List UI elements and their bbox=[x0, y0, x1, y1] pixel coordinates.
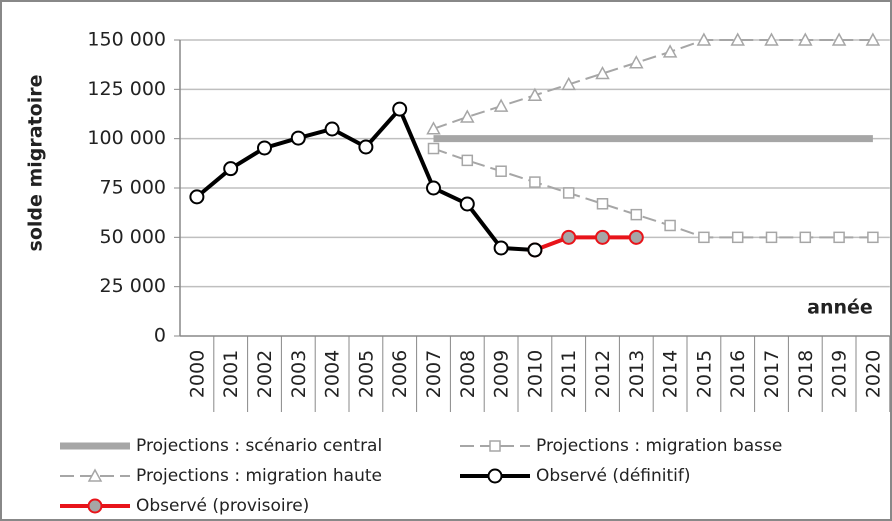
marker bbox=[562, 187, 575, 199]
legend-marker bbox=[87, 498, 103, 514]
marker bbox=[561, 229, 577, 245]
marker bbox=[799, 231, 812, 244]
x-tick-label: 2002 bbox=[254, 350, 276, 398]
y-tick-label: 150 000 bbox=[87, 29, 166, 51]
marker bbox=[629, 55, 644, 69]
y-tick-label: 0 bbox=[154, 325, 166, 347]
x-tick-label: 2013 bbox=[626, 350, 648, 398]
series-line bbox=[433, 39, 873, 130]
marker bbox=[459, 196, 475, 212]
legend-marker bbox=[489, 440, 501, 452]
x-tick-label: 2020 bbox=[862, 350, 884, 398]
x-tick-label: 2018 bbox=[795, 350, 817, 398]
y-tick-label: 100 000 bbox=[87, 127, 166, 149]
marker bbox=[223, 161, 239, 177]
marker bbox=[529, 176, 541, 188]
x-tick-label: 2014 bbox=[660, 350, 682, 398]
marker bbox=[664, 219, 676, 232]
y-tick-label: 25 000 bbox=[100, 275, 166, 297]
marker bbox=[290, 130, 306, 146]
x-tick-label: 2003 bbox=[288, 350, 310, 398]
x-tick-label: 2006 bbox=[389, 350, 411, 398]
marker bbox=[189, 189, 205, 205]
x-tick-label: 2004 bbox=[322, 350, 344, 398]
marker bbox=[358, 139, 374, 155]
y-tick-label: 75 000 bbox=[100, 177, 166, 199]
x-tick-label: 2000 bbox=[186, 350, 208, 398]
x-tick-label: 2011 bbox=[558, 350, 580, 398]
series-line bbox=[534, 235, 637, 252]
marker bbox=[765, 231, 778, 244]
x-tick-label: 2008 bbox=[457, 350, 479, 398]
x-tick-label: 2019 bbox=[829, 350, 851, 398]
marker bbox=[324, 121, 340, 137]
marker bbox=[461, 154, 474, 167]
marker bbox=[798, 32, 813, 46]
marker bbox=[831, 32, 847, 46]
y-axis-label: solde migratoire bbox=[25, 75, 47, 252]
marker bbox=[764, 32, 779, 46]
series bbox=[189, 101, 543, 258]
marker bbox=[662, 44, 678, 58]
marker bbox=[392, 101, 408, 117]
x-tick-label: 2012 bbox=[592, 350, 614, 398]
marker bbox=[865, 32, 881, 46]
legend-label: Observé (définitif) bbox=[536, 466, 691, 486]
marker bbox=[595, 229, 610, 245]
marker bbox=[257, 140, 272, 156]
y-tick-label: 125 000 bbox=[87, 78, 166, 100]
marker bbox=[595, 65, 610, 80]
marker bbox=[596, 198, 609, 210]
marker bbox=[731, 231, 744, 244]
marker bbox=[696, 32, 712, 46]
x-tick-label: 2001 bbox=[220, 350, 242, 398]
marker bbox=[867, 231, 879, 244]
marker bbox=[561, 76, 576, 91]
marker bbox=[426, 180, 441, 196]
marker bbox=[527, 242, 543, 258]
marker bbox=[527, 87, 543, 102]
y-tick-label: 50 000 bbox=[100, 226, 166, 248]
marker bbox=[460, 109, 475, 123]
series bbox=[426, 32, 881, 135]
legend-marker bbox=[87, 468, 103, 482]
marker bbox=[493, 240, 509, 256]
x-tick-label: 2016 bbox=[727, 350, 749, 398]
x-tick-label: 2005 bbox=[355, 350, 377, 398]
marker bbox=[833, 231, 845, 244]
annotation: année bbox=[807, 297, 873, 319]
x-tick-label: 2015 bbox=[693, 350, 715, 398]
marker bbox=[630, 208, 643, 221]
x-tick-label: 2007 bbox=[423, 350, 445, 398]
marker bbox=[426, 121, 441, 135]
legend-label: Observé (provisoire) bbox=[136, 496, 309, 516]
legend-marker bbox=[487, 468, 503, 484]
marker bbox=[698, 231, 710, 244]
x-tick-label: 2017 bbox=[761, 350, 783, 398]
x-tick-label: 2009 bbox=[491, 350, 513, 398]
legend-label: Projections : migration haute bbox=[136, 466, 382, 486]
marker bbox=[495, 165, 507, 177]
series bbox=[427, 142, 879, 244]
marker bbox=[493, 98, 509, 112]
x-tick-label: 2010 bbox=[524, 350, 546, 398]
legend-label: Projections : migration basse bbox=[536, 436, 782, 456]
legend-label: Projections : scénario central bbox=[136, 436, 382, 456]
marker bbox=[628, 229, 644, 245]
marker bbox=[730, 32, 745, 46]
marker bbox=[427, 142, 440, 155]
